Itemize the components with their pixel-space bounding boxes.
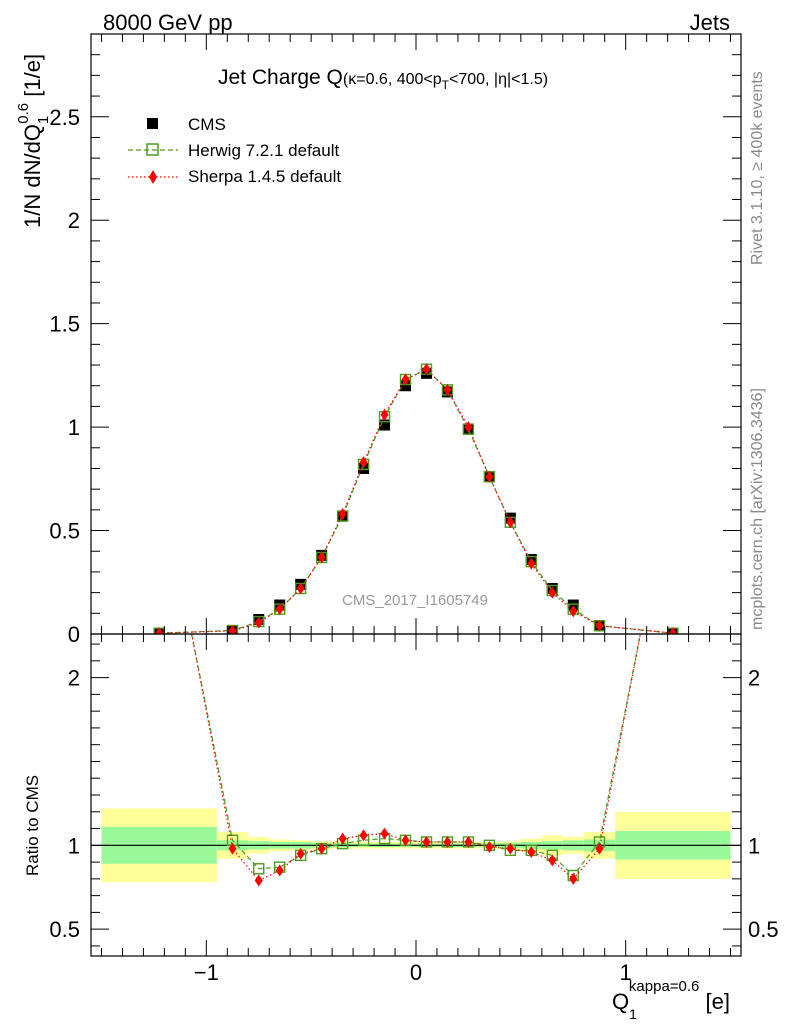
ratio-tick-label-left: 0.5	[49, 917, 80, 942]
ratio-sherpa-point	[359, 829, 368, 842]
cms-point	[379, 419, 391, 431]
ratio-herwig-point	[253, 863, 265, 875]
ratio-sherpa-point	[401, 834, 410, 847]
legend-marker-sherpa	[149, 170, 157, 184]
sherpa-point	[338, 508, 347, 520]
ratio-plot	[91, 634, 741, 887]
watermark: CMS_2017_I1605749	[342, 592, 488, 609]
ratio-sherpa-point	[296, 847, 305, 860]
x-tick-label: 0	[410, 960, 422, 985]
y-tick-label: 2.5	[49, 105, 80, 130]
header-left: 8000 GeV pp	[103, 10, 233, 35]
y-tick-label: 1	[68, 415, 80, 440]
cms-point	[400, 380, 412, 392]
sherpa-point	[359, 456, 368, 469]
ratio-herwig-line	[191, 634, 641, 877]
ratio-tick-label-left: 2	[68, 666, 80, 691]
sherpa-point	[254, 616, 263, 629]
sherpa-point	[228, 624, 237, 634]
legend-marker-cms	[147, 118, 158, 129]
y-tick-label: 0	[68, 622, 80, 647]
ratio-tick-label-right: 0.5	[748, 917, 779, 942]
ratio-sherpa-point	[595, 842, 604, 855]
x-tick-label: 1	[620, 960, 632, 985]
ratio-tick-label-right: 1	[748, 833, 760, 858]
ratio-sherpa-point	[317, 842, 326, 855]
ratio-sherpa-line	[191, 634, 641, 882]
sherpa-point	[485, 470, 494, 483]
main-plot	[153, 363, 679, 634]
ratio-sherpa-point	[380, 827, 389, 840]
sherpa-point	[595, 619, 604, 632]
legend-label-sherpa: Sherpa 1.4.5 default	[188, 167, 341, 186]
y-tick-label: 0.5	[49, 519, 80, 544]
ratio-sherpa-point	[569, 872, 578, 885]
ratio-frame	[90, 633, 742, 957]
y-tick-label: 2	[68, 208, 80, 233]
ratio-tick-label-left: 1	[68, 833, 80, 858]
ratio-sherpa-point	[548, 854, 557, 867]
ratio-sherpa-point	[464, 835, 473, 848]
ratio-sherpa-point	[254, 874, 263, 887]
sherpa-point	[275, 603, 284, 616]
header-right: Jets	[690, 10, 730, 35]
y-axis-label: 1/N dN/dQ10.6 [1/e]	[15, 54, 52, 228]
ratio-sherpa-point	[443, 835, 452, 848]
ratio-sherpa-point	[275, 864, 284, 877]
ratio-sherpa-point	[338, 832, 347, 845]
legend-label-herwig: Herwig 7.2.1 default	[188, 141, 339, 160]
x-tick-label: −1	[194, 960, 219, 985]
legend: CMS Herwig 7.2.1 default Sherpa 1.4.5 de…	[128, 115, 341, 186]
y-tick-label: 1.5	[49, 312, 80, 337]
sherpa-point	[668, 627, 677, 634]
sherpa-point	[401, 373, 410, 386]
sherpa-point	[296, 582, 305, 595]
rivet-label: Rivet 3.1.10, ≥ 400k events	[749, 71, 766, 265]
sherpa-point	[443, 383, 452, 396]
cms-point	[567, 599, 579, 611]
ratio-sherpa-point	[422, 835, 431, 848]
sherpa-point	[422, 363, 431, 376]
ratio-sherpa-point	[485, 840, 494, 853]
sherpa-point	[506, 516, 515, 529]
ratio-sherpa-point	[228, 842, 237, 855]
ratio-sherpa-point	[527, 846, 536, 859]
sherpa-point	[155, 627, 164, 634]
sherpa-point	[548, 586, 557, 599]
legend-label-cms: CMS	[188, 115, 226, 134]
ratio-sherpa-point	[506, 842, 515, 855]
sherpa-point	[569, 605, 578, 618]
mcplots-label: mcplots.cern.ch [arXiv:1306.3436]	[749, 388, 766, 630]
ratio-tick-label-right: 2	[748, 666, 760, 691]
sherpa-point	[464, 421, 473, 434]
cms-point	[358, 462, 370, 474]
chart-title: Jet Charge Q(κ=0.6, 400<pT<700, |η|<1.5)	[218, 66, 548, 92]
legend-marker-herwig	[146, 143, 159, 156]
sherpa-point	[380, 408, 389, 421]
axes: −1 0 1 0 0.5 1 1.5 2 2.5 0.5 0.5 1 1 2 2	[49, 33, 779, 985]
sherpa-line	[159, 368, 673, 634]
x-axis-label: Q1kappa=0.6 [e]	[612, 978, 730, 1022]
sherpa-point	[527, 557, 536, 570]
sherpa-point	[317, 551, 326, 564]
ratio-axis-label: Ratio to CMS	[23, 775, 42, 876]
